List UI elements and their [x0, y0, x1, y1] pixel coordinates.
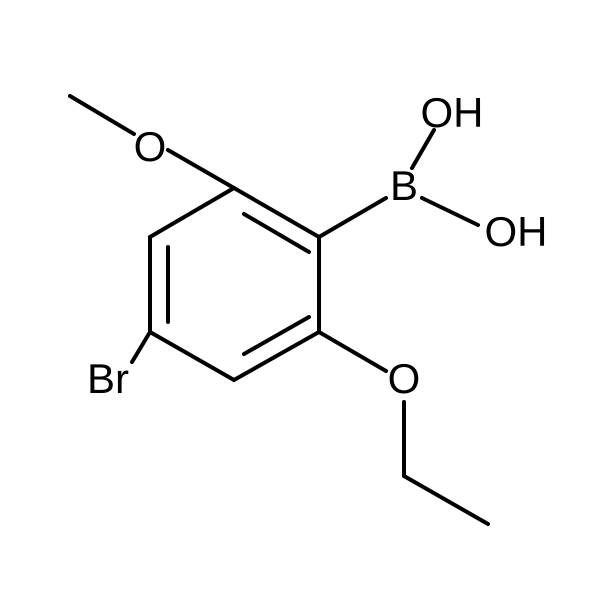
- OH_top: OH: [421, 89, 484, 136]
- r12: [234, 188, 319, 237]
- r56: [234, 332, 319, 380]
- r56b: [244, 317, 309, 354]
- Br: Br: [87, 355, 129, 402]
- c2-O: [168, 150, 234, 188]
- B-OHright: [422, 198, 478, 225]
- O_bot: O: [388, 355, 421, 402]
- Obot-CH3b: [404, 476, 488, 524]
- Otop-CH3: [70, 96, 134, 134]
- r23: [150, 188, 234, 237]
- c1-B: [319, 198, 386, 237]
- r45: [150, 332, 234, 380]
- O_top: O: [134, 123, 167, 170]
- OH_right: OH: [485, 208, 548, 255]
- r12b: [244, 214, 309, 252]
- molecule-diagram: OHBOHOBrO: [0, 0, 600, 600]
- c4-Br: [132, 332, 150, 362]
- c6-O: [319, 332, 386, 371]
- B: B: [390, 162, 418, 209]
